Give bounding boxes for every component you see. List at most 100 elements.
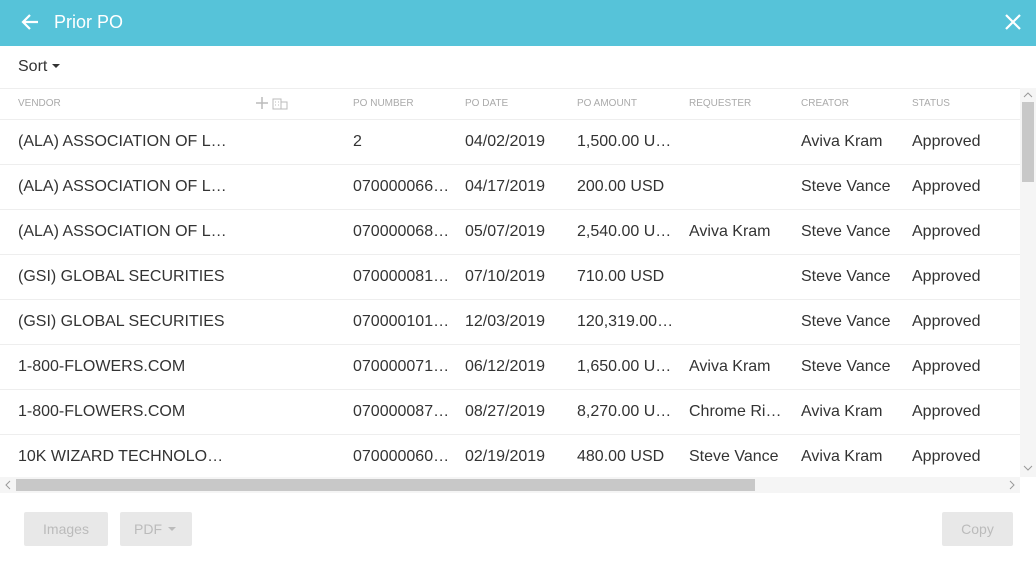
horizontal-scrollbar[interactable]	[0, 477, 1020, 493]
button[interactable]: PDF	[120, 512, 192, 546]
cell: Aviva Kram	[801, 403, 883, 420]
button[interactable]: Images	[24, 512, 108, 546]
cell: Steve Vance	[689, 448, 779, 465]
cell: (ALA) ASSOCIATION OF L…	[18, 223, 227, 240]
divider	[0, 344, 1020, 345]
table-row[interactable]: (ALA) ASSOCIATION OF L… 070000066… 04/17/2…	[0, 165, 1020, 209]
cell: Steve Vance	[801, 313, 891, 330]
cell: Steve Vance	[801, 223, 891, 240]
cell: 04/02/2019	[465, 133, 546, 150]
scroll-thumb[interactable]	[16, 479, 755, 491]
column-header[interactable]: PO DATE	[465, 98, 509, 109]
button[interactable]: Copy	[942, 512, 1013, 546]
cell: 1-800-FLOWERS.COM	[18, 358, 186, 375]
button-label: Copy	[961, 521, 994, 537]
title: Prior PO	[54, 12, 124, 32]
sort-label: Sort	[18, 58, 48, 75]
add-vendor-icon[interactable]	[256, 96, 290, 110]
cell: 08/27/2019	[465, 403, 546, 420]
divider	[0, 119, 1020, 120]
cell: Approved	[912, 313, 981, 330]
vertical-scrollbar[interactable]	[1020, 88, 1036, 477]
caret	[168, 527, 176, 531]
cell: Approved	[912, 133, 981, 150]
column-header[interactable]: PO AMOUNT	[577, 98, 638, 109]
cell: 070000068…	[353, 223, 450, 240]
cell: 07/10/2019	[465, 268, 546, 285]
cell: 8,270.00 U…	[577, 403, 672, 420]
cell: Approved	[912, 268, 981, 285]
column-header[interactable]: REQUESTER	[689, 98, 752, 109]
cell: 070000101…	[353, 313, 450, 330]
table-row[interactable]: (ALA) ASSOCIATION OF L… 2 04/02/2019 1,500.…	[0, 120, 1020, 164]
table-row[interactable]: 1-800-FLOWERS.COM 070000087… 08/27/2019 8,2…	[0, 390, 1020, 434]
cell: (ALA) ASSOCIATION OF L…	[18, 178, 227, 195]
cell: Aviva Kram	[689, 223, 771, 240]
divider	[0, 389, 1020, 390]
cell: 05/07/2019	[465, 223, 546, 240]
cell: 1,500.00 U…	[577, 133, 672, 150]
close-button[interactable]	[1004, 13, 1022, 31]
cell: 06/12/2019	[465, 358, 546, 375]
cell: Approved	[912, 178, 981, 195]
button-label: PDF	[134, 521, 162, 537]
cell: 10K WIZARD TECHNOLO…	[18, 448, 224, 465]
cell: 070000081…	[353, 268, 450, 285]
cell: 1,650.00 U…	[577, 358, 672, 375]
cell: Steve Vance	[801, 358, 891, 375]
divider	[0, 209, 1020, 210]
column-header[interactable]: VENDOR	[18, 98, 61, 109]
cell: 070000066…	[353, 178, 450, 195]
cell: (ALA) ASSOCIATION OF L…	[18, 133, 227, 150]
scroll-thumb[interactable]	[1022, 102, 1034, 182]
column-header[interactable]: STATUS	[912, 98, 950, 109]
divider	[0, 254, 1020, 255]
table-row[interactable]: (ALA) ASSOCIATION OF L… 070000068… 05/07/2…	[0, 210, 1020, 254]
table-row[interactable]: (GSI) GLOBAL SECURITIES 070000101… 12/03/2…	[0, 300, 1020, 344]
column-header[interactable]: PO NUMBER	[353, 98, 414, 109]
cell: 02/19/2019	[465, 448, 546, 465]
cell: 04/17/2019	[465, 178, 546, 195]
cell: (GSI) GLOBAL SECURITIES	[18, 313, 225, 330]
cell: 1-800-FLOWERS.COM	[18, 403, 186, 420]
divider	[0, 299, 1020, 300]
scroll-right[interactable]	[1007, 480, 1017, 490]
cell: 480.00 USD	[577, 448, 665, 465]
table-row[interactable]: 1-800-FLOWERS.COM 070000071… 06/12/2019 1,6…	[0, 345, 1020, 389]
cell: 2,540.00 U…	[577, 223, 672, 240]
table-row[interactable]: (GSI) GLOBAL SECURITIES 070000081… 07/10/2…	[0, 255, 1020, 299]
scroll-up[interactable]	[1023, 90, 1033, 100]
divider	[0, 88, 1020, 89]
table-row[interactable]: 10K WIZARD TECHNOLO… 070000060… 02/19/2019…	[0, 435, 1020, 477]
cell: 120,319.00…	[577, 313, 674, 330]
cell: 070000071…	[353, 358, 450, 375]
cell: 200.00 USD	[577, 178, 665, 195]
divider	[0, 164, 1020, 165]
button-label: Images	[43, 521, 89, 537]
cell: Aviva Kram	[801, 448, 883, 465]
back-button[interactable]	[20, 12, 40, 32]
caret	[52, 64, 61, 68]
cell: Approved	[912, 403, 981, 420]
cell: Steve Vance	[801, 178, 891, 195]
cell: Approved	[912, 223, 981, 240]
scroll-down[interactable]	[1023, 463, 1033, 473]
cell: (GSI) GLOBAL SECURITIES	[18, 268, 225, 285]
cell: 2	[353, 133, 362, 150]
cell: Aviva Kram	[689, 358, 771, 375]
cell: Approved	[912, 448, 981, 465]
cell: Approved	[912, 358, 981, 375]
header-bar: Prior PO	[0, 0, 1036, 46]
cell: 12/03/2019	[465, 313, 546, 330]
scroll-left[interactable]	[3, 480, 13, 490]
cell: Chrome Ri…	[689, 403, 782, 420]
column-header[interactable]: CREATOR	[801, 98, 849, 109]
cell: Aviva Kram	[801, 133, 883, 150]
table: VENDOR PO NUMBER PO DATE PO AMOUNT REQUESTER…	[0, 88, 1020, 477]
cell: Steve Vance	[801, 268, 891, 285]
divider	[0, 434, 1020, 435]
cell: 070000087…	[353, 403, 450, 420]
cell: 710.00 USD	[577, 268, 665, 285]
sort-dropdown[interactable]: Sort	[18, 58, 62, 76]
